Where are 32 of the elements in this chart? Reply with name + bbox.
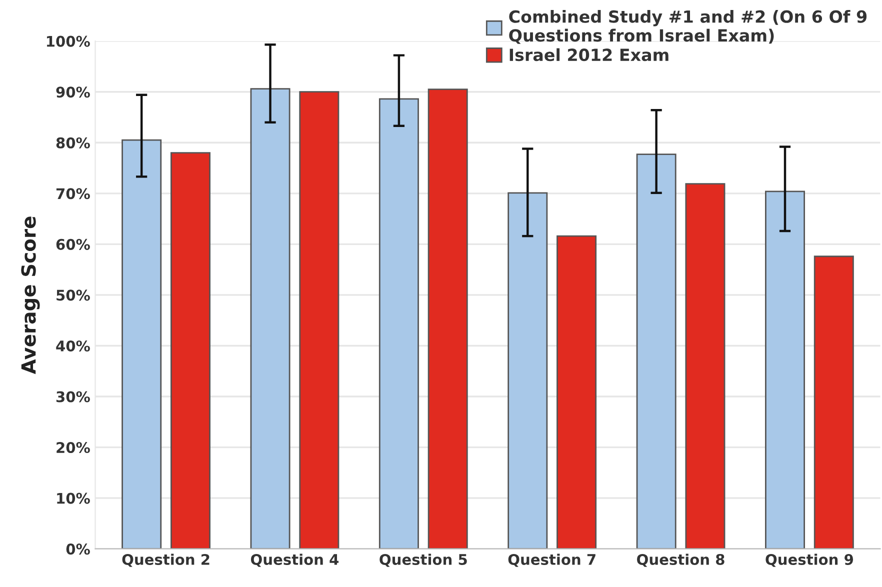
y-tick-label: 80%	[56, 137, 90, 148]
x-tick-label: Question 4	[250, 554, 339, 567]
bar	[428, 88, 468, 549]
y-tick-label: 20%	[56, 442, 90, 454]
bar	[556, 235, 597, 549]
x-tick-label: Question 8	[637, 554, 724, 567]
y-tick-label: 70%	[56, 188, 90, 200]
bar	[636, 154, 676, 549]
y-tick-label: 40%	[56, 340, 90, 352]
bar	[378, 98, 419, 549]
bar	[299, 91, 340, 549]
y-tick-label: 60%	[56, 238, 90, 250]
y-tick-label: 10%	[57, 492, 90, 504]
bar	[765, 190, 806, 549]
bar	[814, 256, 854, 549]
bar	[685, 183, 726, 549]
legend-label: Combined Study #1 and #2 (On 6 Of 9 Questions from Israel Exam)	[509, 10, 867, 44]
bar	[250, 88, 290, 549]
y-tick-label: 90%	[56, 86, 90, 98]
y-axis-title: Average Score	[21, 216, 40, 374]
bar	[170, 152, 210, 549]
y-tick-label: 0%	[66, 544, 90, 555]
x-tick-label: Question 2	[122, 554, 210, 567]
x-tick-label: Question 5	[380, 554, 467, 567]
x-tick-label: Question 9	[766, 554, 853, 567]
bar	[508, 192, 548, 549]
y-tick-label: 100%	[46, 36, 90, 47]
y-tick-label: 30%	[56, 391, 90, 402]
legend-label: Israel 2012 Exam	[510, 48, 668, 62]
bar	[122, 139, 162, 549]
y-tick-label: 50%	[56, 290, 90, 301]
x-tick-label: Question 7	[508, 554, 596, 567]
